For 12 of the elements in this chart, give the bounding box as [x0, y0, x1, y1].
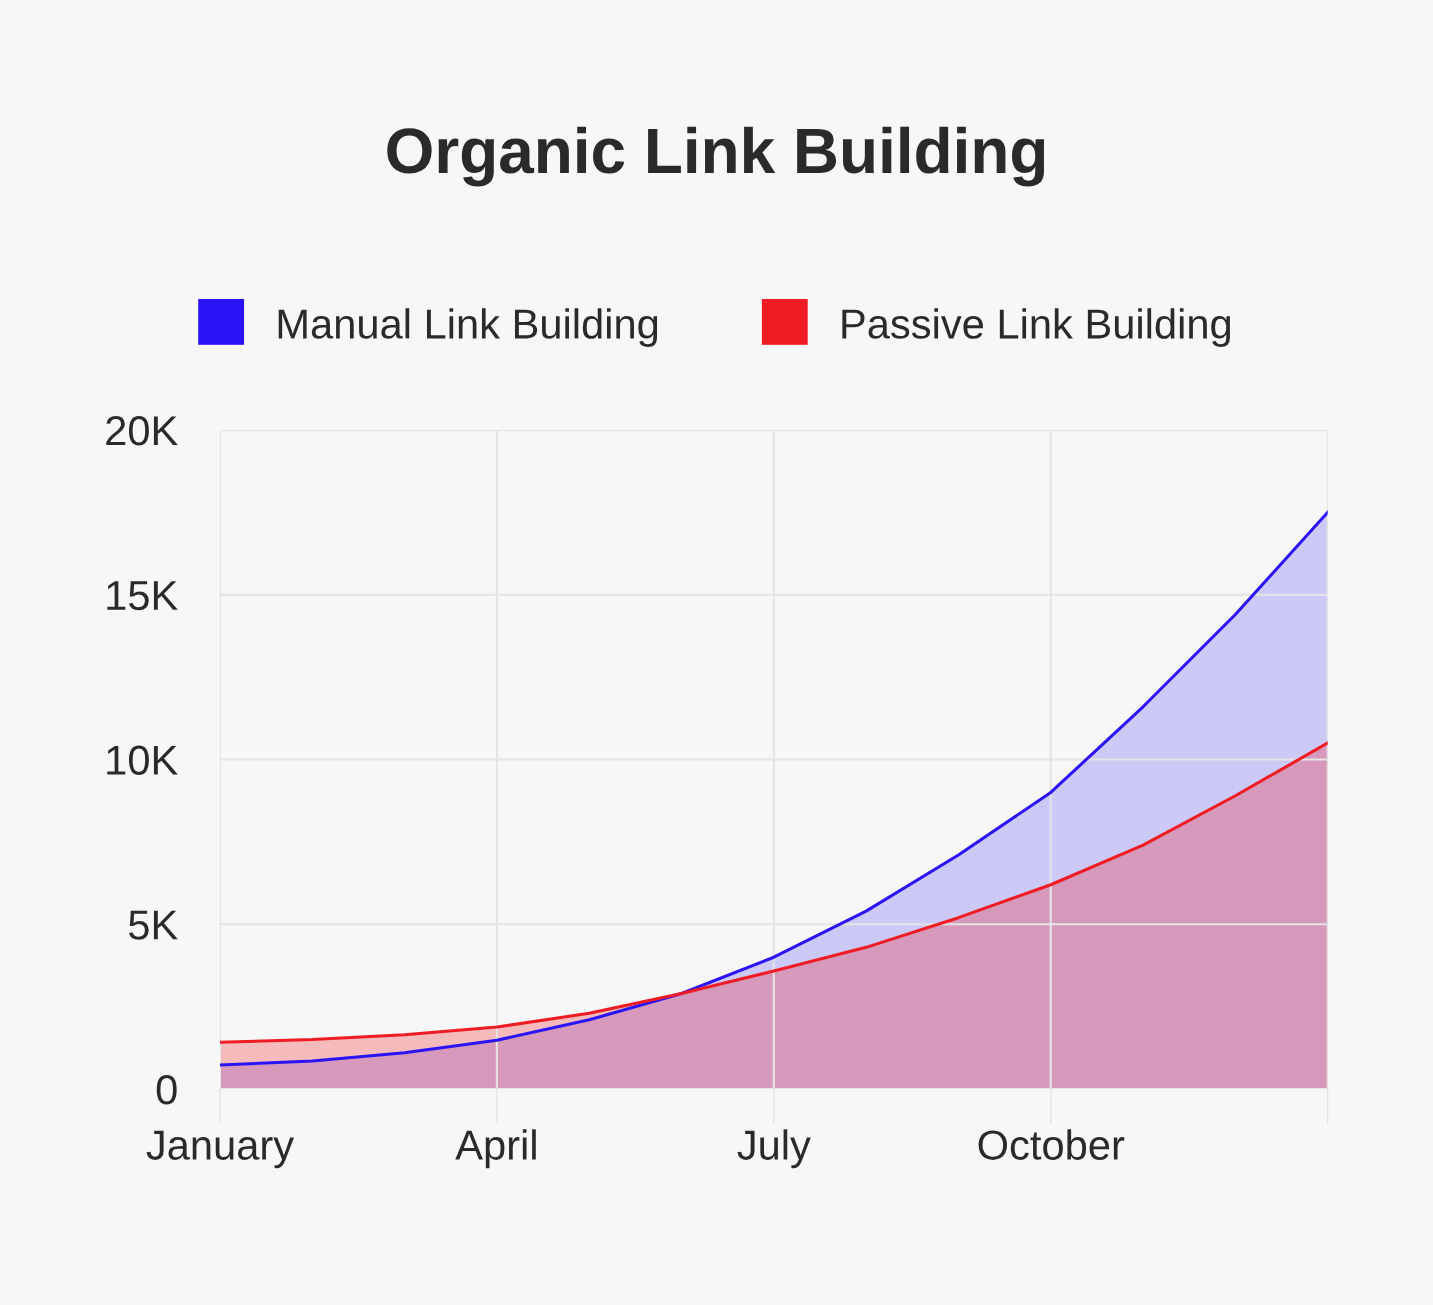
y-tick-label: 0 [156, 1075, 177, 1105]
y-tick-label: 15K [107, 581, 178, 611]
chart-title: Organic Link Building [387, 126, 1045, 187]
y-tick-label: 10K [107, 745, 178, 776]
x-tick-label: January [146, 1130, 295, 1169]
y-tick-label: 5K [129, 910, 178, 940]
legend-label: Passive Link Building [842, 308, 1231, 348]
legend-label: Manual Link Building [278, 308, 658, 348]
x-tick-label: April [455, 1129, 536, 1169]
x-tick-label: October [978, 1129, 1125, 1160]
x-tick-label: July [737, 1129, 811, 1169]
y-tick-label: 20K [106, 416, 178, 446]
